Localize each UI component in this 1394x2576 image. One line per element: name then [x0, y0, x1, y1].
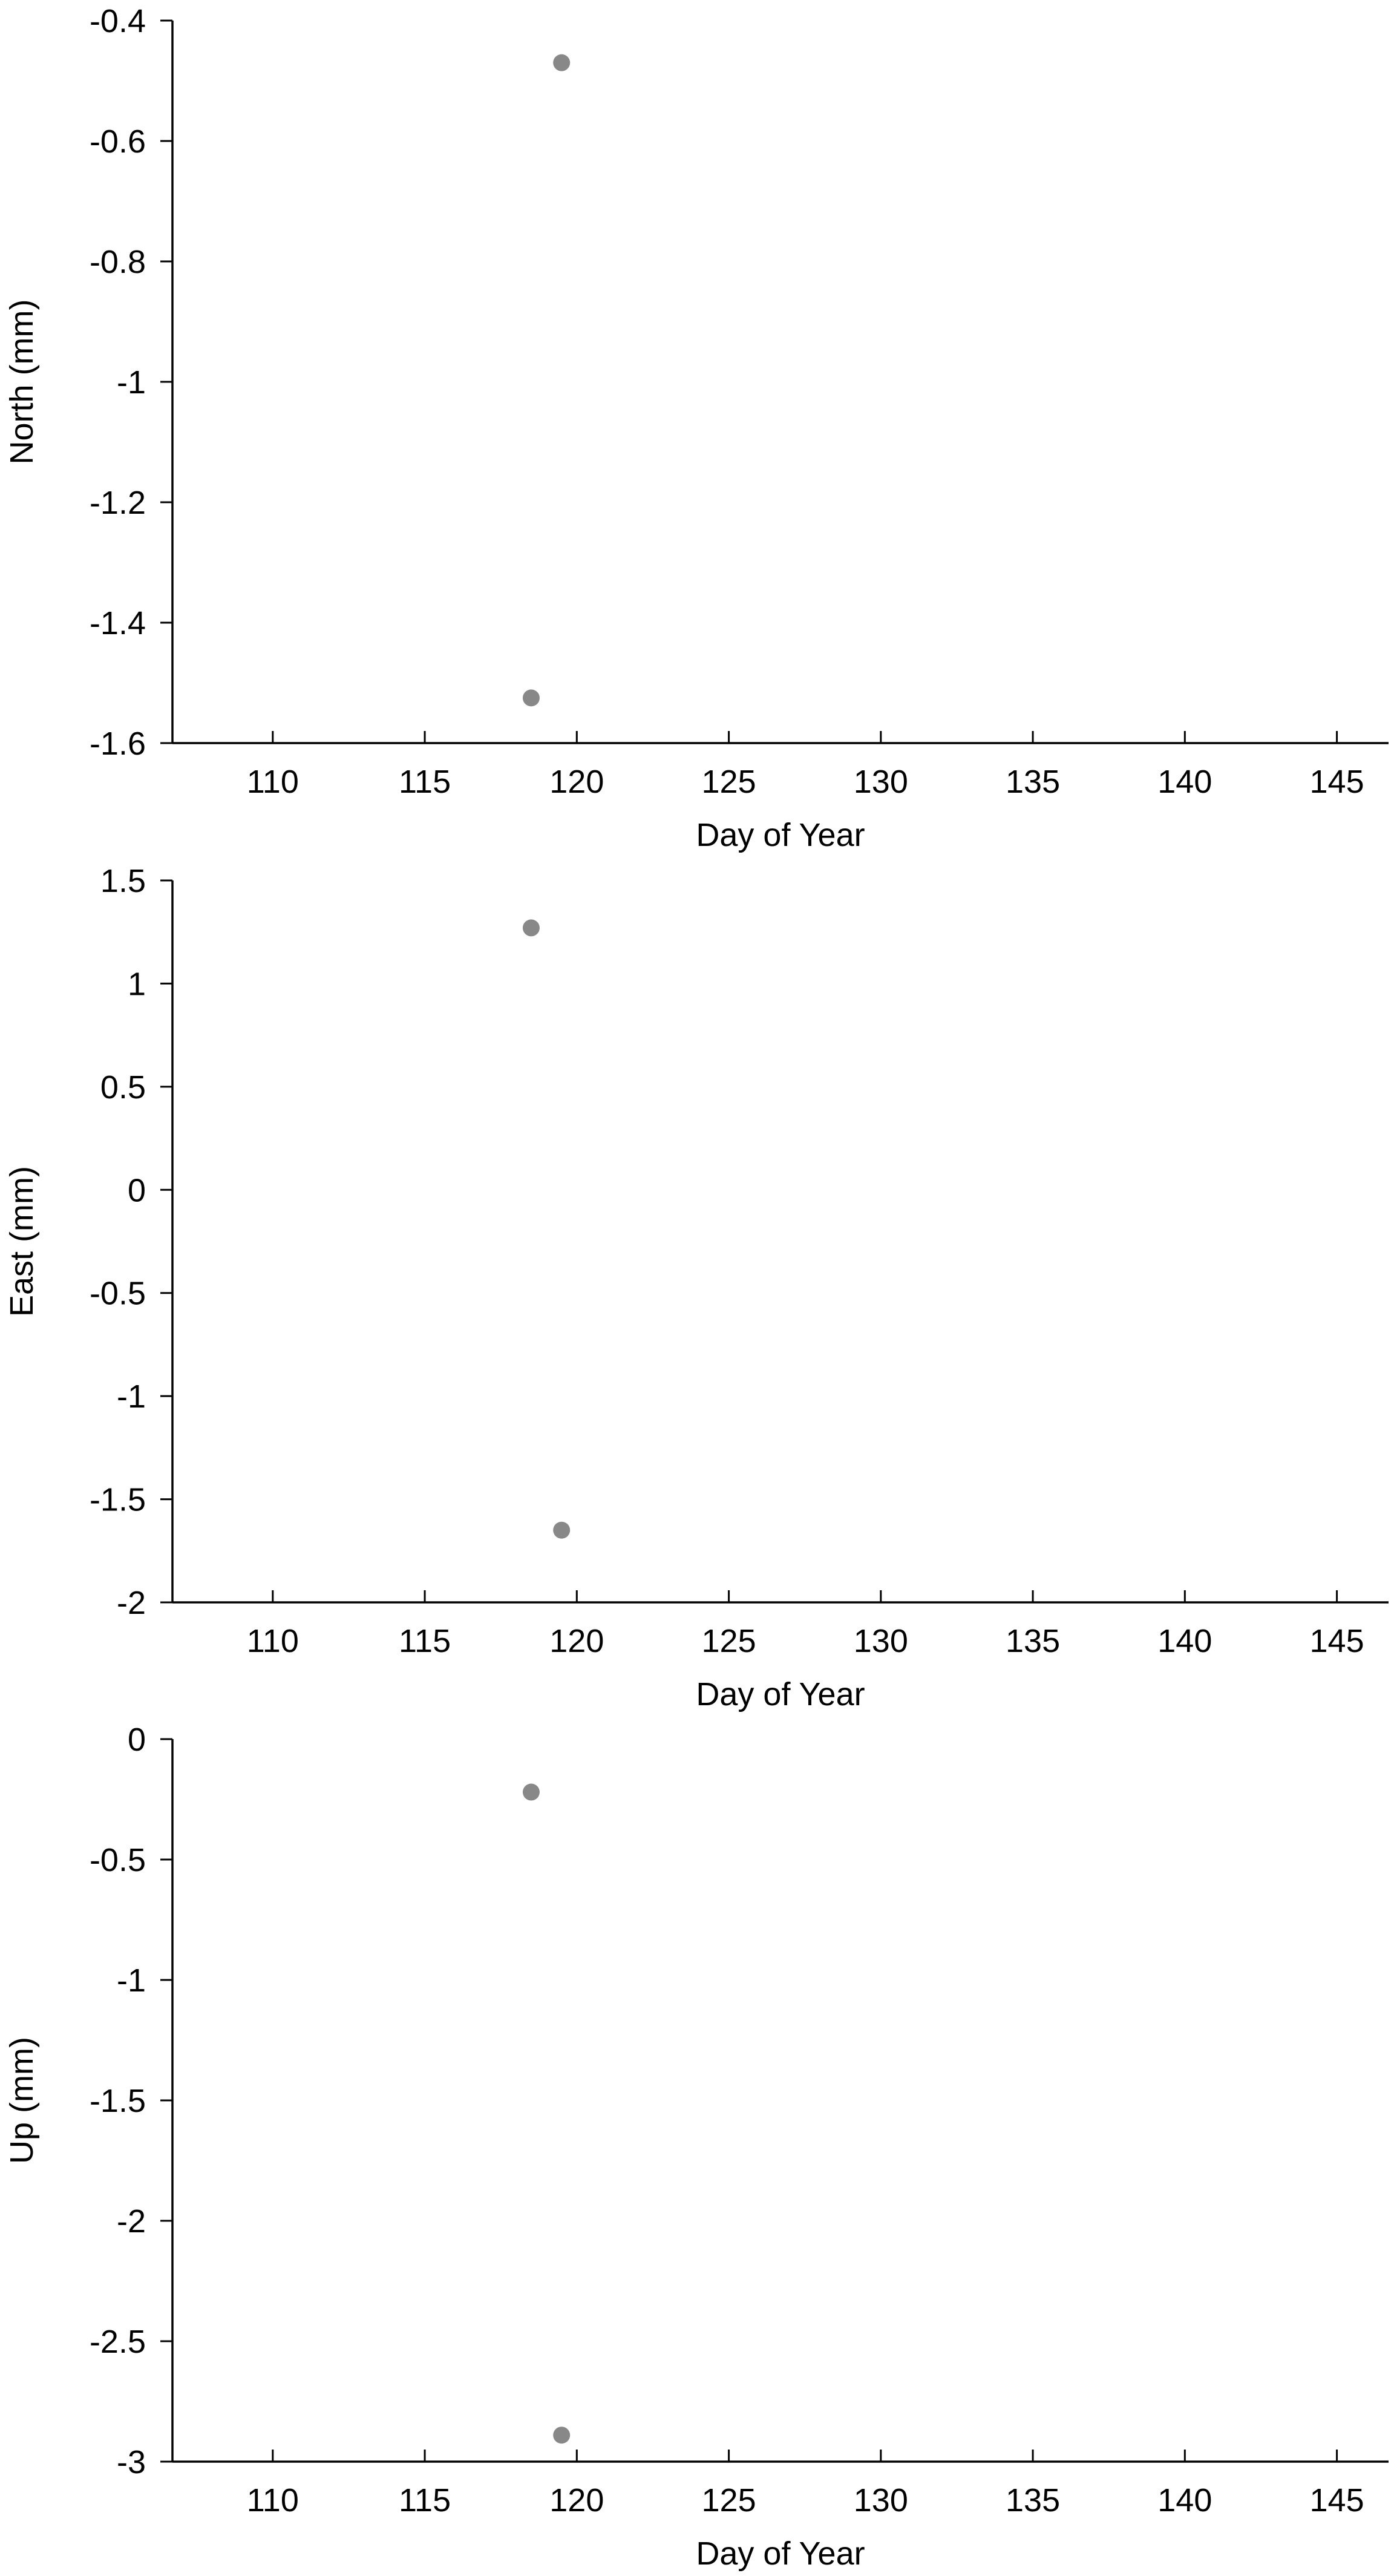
- panels: -0.4 -0.6 -0.8 -1 -1.2 -1.4 -1.6 110 115 120 125 13…: [4, 3, 1389, 2572]
- north-x-tick-label: 110: [247, 764, 299, 800]
- north-y-tick-label: -1.2: [90, 485, 146, 521]
- east-y-axis-label: East (mm): [4, 1166, 40, 1317]
- east-x-tick-label: 120: [549, 1623, 604, 1659]
- up-x-tick-label: 115: [399, 2482, 451, 2519]
- east-x-tick-label: 115: [399, 1623, 451, 1659]
- north-data-point: [553, 54, 571, 71]
- east-x-tick-label: 145: [1310, 1623, 1364, 1659]
- up-y-tick-label: -1: [117, 1962, 146, 1999]
- east-data-point: [553, 1521, 571, 1539]
- up-x-tick-label: 135: [1006, 2482, 1060, 2519]
- up-y-tick-label: -3: [117, 2444, 146, 2480]
- up-panel: 0 -0.5 -1 -1.5 -2 -2.5 -3 110 115 120 125 130 135 140…: [4, 1722, 1389, 2572]
- east-x-tick-label: 125: [702, 1623, 756, 1659]
- up-data-point: [553, 2427, 571, 2444]
- up-x-tick-label: 110: [247, 2482, 299, 2519]
- north-y-tick-label: -1: [117, 364, 146, 401]
- up-x-tick-label: 140: [1157, 2482, 1212, 2519]
- east-y-tick-label: 1.5: [100, 863, 146, 899]
- east-x-axis-label: Day of Year: [696, 1676, 865, 1712]
- up-x-tick-label: 145: [1310, 2482, 1364, 2519]
- north-panel: -0.4 -0.6 -0.8 -1 -1.2 -1.4 -1.6 110 115 120 125 13…: [4, 3, 1389, 853]
- up-y-tick-label: 0: [128, 1722, 146, 1758]
- east-x-tick-label: 130: [854, 1623, 908, 1659]
- north-x-axis-label: Day of Year: [696, 817, 865, 853]
- east-y-tick-label: -1.5: [90, 1482, 146, 1518]
- east-data-point: [522, 919, 540, 937]
- up-x-tick-label: 125: [702, 2482, 756, 2519]
- north-x-tick-label: 130: [854, 764, 908, 800]
- east-panel: 1.5 1 0.5 0 -0.5 -1 -1.5 -2 110 115 120 125 130 135 14…: [4, 863, 1389, 1712]
- north-x-tick-label: 140: [1157, 764, 1212, 800]
- up-y-axis-label: Up (mm): [4, 2037, 40, 2164]
- north-y-tick-label: -0.8: [90, 244, 146, 280]
- east-x-tick-label: 110: [247, 1623, 299, 1659]
- up-x-axis-label: Day of Year: [696, 2535, 865, 2572]
- north-y-axis-label: North (mm): [4, 300, 40, 465]
- east-y-tick-label: 0: [128, 1172, 146, 1208]
- north-x-tick-label: 145: [1310, 764, 1364, 800]
- north-x-tick-label: 115: [399, 764, 451, 800]
- up-x-tick-label: 120: [549, 2482, 604, 2519]
- up-data-point: [522, 1783, 540, 1801]
- up-y-tick-label: -2.5: [90, 2324, 146, 2360]
- east-y-tick-label: 1: [128, 966, 146, 1002]
- east-x-tick-label: 135: [1006, 1623, 1060, 1659]
- up-x-tick-label: 130: [854, 2482, 908, 2519]
- north-x-tick-label: 135: [1006, 764, 1060, 800]
- up-y-tick-label: -2: [117, 2203, 146, 2240]
- north-x-tick-label: 120: [549, 764, 604, 800]
- east-y-tick-label: -1: [117, 1378, 146, 1415]
- north-x-tick-label: 125: [702, 764, 756, 800]
- north-y-tick-label: -0.4: [90, 3, 146, 39]
- north-y-tick-label: -1.6: [90, 726, 146, 762]
- east-y-tick-label: -2: [117, 1585, 146, 1621]
- north-y-tick-label: -1.4: [90, 605, 146, 641]
- north-data-point: [522, 689, 540, 707]
- east-x-tick-label: 140: [1157, 1623, 1212, 1659]
- up-y-tick-label: -1.5: [90, 2083, 146, 2119]
- north-y-tick-label: -0.6: [90, 123, 146, 160]
- east-y-tick-label: -0.5: [90, 1276, 146, 1312]
- east-y-tick-label: 0.5: [100, 1069, 146, 1106]
- up-y-tick-label: -0.5: [90, 1842, 146, 1878]
